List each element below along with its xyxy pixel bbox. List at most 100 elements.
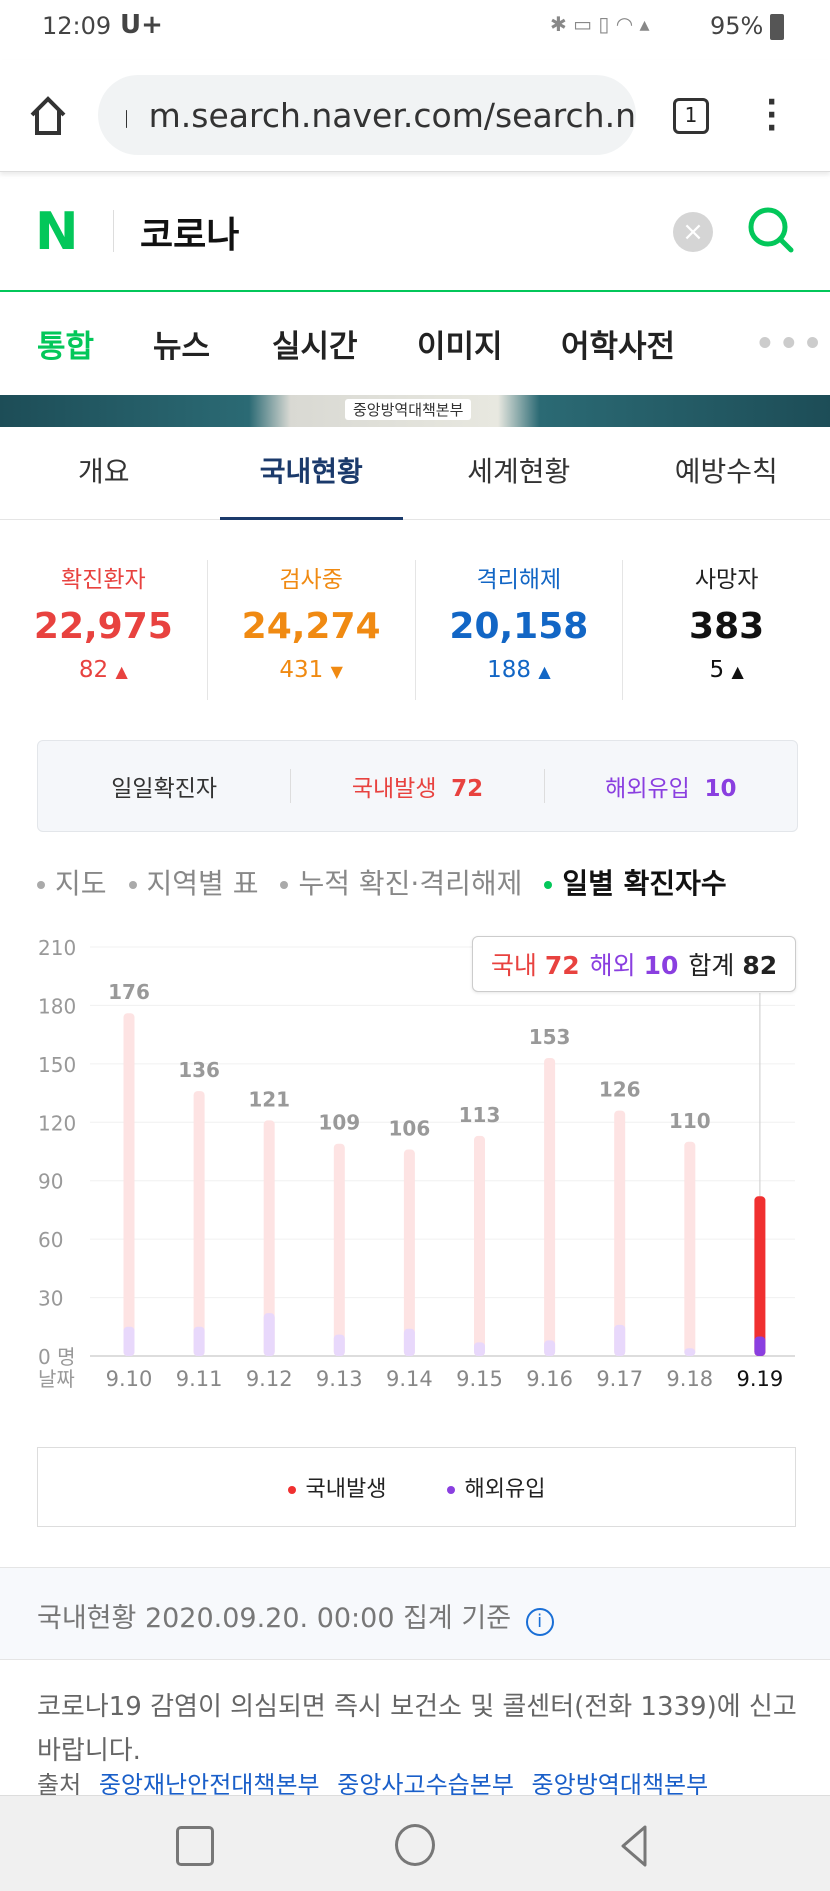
home-button[interactable] <box>395 1824 435 1866</box>
tab-switcher-button[interactable]: 1 <box>673 98 709 134</box>
stat-3: 사망자 383 5 ▲ <box>623 560 830 700</box>
daily-label: 일일확진자 <box>111 776 218 802</box>
subtab-domestic[interactable]: 국내현황 <box>208 427 416 520</box>
stat-1: 검사중 24,274 431 ▼ <box>208 560 416 700</box>
source-label: 출처 <box>37 1771 82 1799</box>
bar-overseas <box>684 1348 696 1356</box>
up-arrow-icon: ▲ <box>731 662 744 681</box>
tooltip-total: 82 <box>742 951 778 980</box>
y-tick-label: 60 <box>38 1228 63 1252</box>
search-input[interactable]: 코로나 <box>140 215 240 256</box>
subtab-prevention[interactable]: 예방수칙 <box>674 455 778 488</box>
stat-value: 22,975 <box>33 606 173 647</box>
x-tick-label: 9.18 <box>666 1367 713 1391</box>
chart-legend: 국내발생 해외유입 <box>37 1447 796 1527</box>
filter-cumulative[interactable]: 누적 확진·격리해제 <box>280 862 522 902</box>
bar-total-label: 126 <box>599 1078 641 1102</box>
menu-icon[interactable]: · · · <box>766 85 778 146</box>
up-arrow-icon: ▲ <box>538 662 551 681</box>
bar-overseas <box>474 1342 485 1356</box>
subtab-world[interactable]: 세계현황 <box>467 455 571 488</box>
tooltip-total-label: 합계 <box>688 951 735 980</box>
carrier: U+ <box>120 10 163 40</box>
lock-icon <box>126 110 127 128</box>
daily-cases-box: 일일확진자 국내발생 72 해외유입 10 <box>37 740 798 832</box>
battery-icon <box>770 14 784 40</box>
android-nav-bar <box>0 1795 830 1891</box>
y-tick-label: 120 <box>38 1111 76 1135</box>
overseas-count: 10 <box>704 776 737 802</box>
bar-total-label: 106 <box>389 1117 431 1141</box>
bar-total-label: 113 <box>459 1103 501 1127</box>
home-icon[interactable] <box>28 95 68 137</box>
tab-news[interactable]: 뉴스 <box>153 329 211 365</box>
bar-overseas <box>403 1328 415 1356</box>
source-link[interactable]: 중앙사고수습본부 <box>337 1771 514 1799</box>
time: 12:09 <box>42 12 112 40</box>
tab-integrated[interactable]: 통합 <box>37 329 95 365</box>
domestic-count: 72 <box>451 776 484 802</box>
search-icon[interactable] <box>745 204 797 256</box>
y-tick-label: 210 <box>38 936 76 960</box>
legend-domestic: 국내발생 <box>287 1471 387 1503</box>
bar-overseas <box>614 1324 626 1356</box>
clear-search-button[interactable]: × <box>673 212 713 252</box>
x-tick-label: 9.16 <box>526 1367 573 1391</box>
down-arrow-icon: ▼ <box>330 662 343 681</box>
x-tick-label: 9.19 <box>737 1367 784 1391</box>
stat-value: 20,158 <box>449 606 589 647</box>
x-axis-label: 날짜 <box>38 1367 75 1391</box>
bar-total-label: 176 <box>108 980 150 1004</box>
status-bar: 12:09 U+ ✱ ▭ ▯ ◠ ▴ 95% <box>0 0 830 60</box>
naver-logo[interactable]: N <box>35 202 79 262</box>
tooltip-domestic-label: 국내 <box>490 951 537 980</box>
filter-daily[interactable]: 일별 확진자수 <box>544 862 727 902</box>
daily-cases-chart: 0 명 30 60 90 120 150 180 210 날짜 176 9.10 136 9.11 121… <box>38 936 795 1391</box>
y-tick-label: 150 <box>38 1053 76 1077</box>
x-tick-label: 9.17 <box>596 1367 643 1391</box>
domestic-label: 국내발생 <box>351 776 437 802</box>
subtab-overview[interactable]: 개요 <box>77 455 130 488</box>
up-arrow-icon: ▲ <box>115 662 128 681</box>
x-tick-label: 9.12 <box>246 1367 293 1391</box>
bar-domestic <box>403 1149 415 1356</box>
stat-0: 확진환자 22,975 82 ▲ <box>0 560 208 700</box>
stat-label: 사망자 <box>694 567 759 593</box>
source-link[interactable]: 중앙방역대책본부 <box>531 1771 709 1799</box>
search-header: N 코로나 × <box>0 172 830 292</box>
url-text: m.search.naver.com/search.n <box>148 95 636 135</box>
filter-map[interactable]: 지도 <box>37 862 107 902</box>
bar-overseas <box>263 1313 275 1356</box>
bar-domestic <box>544 1058 556 1356</box>
tab-realtime[interactable]: 실시간 <box>272 329 358 365</box>
filter-region-table[interactable]: 지역별 표 <box>128 862 258 902</box>
back-button[interactable] <box>615 1823 655 1869</box>
stat-value: 383 <box>689 606 765 647</box>
bar-total-label: 121 <box>248 1087 290 1111</box>
x-tick-label: 9.10 <box>106 1367 153 1391</box>
stat-label: 확진환자 <box>61 567 146 593</box>
bar-total-label: 136 <box>178 1058 220 1082</box>
tab-images[interactable]: 이미지 <box>417 329 503 365</box>
signal-icons: ✱ ▭ ▯ ◠ ▴ <box>550 12 650 36</box>
more-tabs-icon[interactable]: ••• <box>755 325 827 362</box>
corona-subtabs: 개요 국내현황 세계현황 예방수칙 <box>0 427 830 520</box>
banner-caption: 중앙방역대책본부 <box>345 399 472 420</box>
bar-domestic <box>123 1013 135 1356</box>
bar-overseas <box>193 1326 205 1356</box>
search-tabs: 통합 뉴스 실시간 이미지 어학사전 ••• <box>0 292 830 395</box>
basis-text: 국내현황 2020.09.20. 00:00 집계 기준 <box>37 1603 512 1634</box>
recent-apps-button[interactable] <box>176 1826 214 1866</box>
tooltip-overseas: 10 <box>643 951 679 980</box>
bar-domestic <box>193 1091 205 1356</box>
notice-text: 코로나19 감염이 의심되면 즉시 보건소 및 콜센터(전화 1339)에 신고… <box>37 1692 797 1766</box>
stat-delta: 188 <box>487 657 532 683</box>
y-tick-label: 90 <box>38 1170 63 1194</box>
info-icon[interactable]: i <box>525 1608 554 1636</box>
x-tick-label: 9.15 <box>456 1367 503 1391</box>
x-tick-label: 9.13 <box>316 1367 363 1391</box>
tab-dictionary[interactable]: 어학사전 <box>561 329 676 365</box>
address-bar[interactable]: m.search.naver.com/search.n <box>98 75 636 155</box>
stat-delta: 431 <box>279 657 324 683</box>
source-link[interactable]: 중앙재난안전대책본부 <box>98 1771 320 1799</box>
